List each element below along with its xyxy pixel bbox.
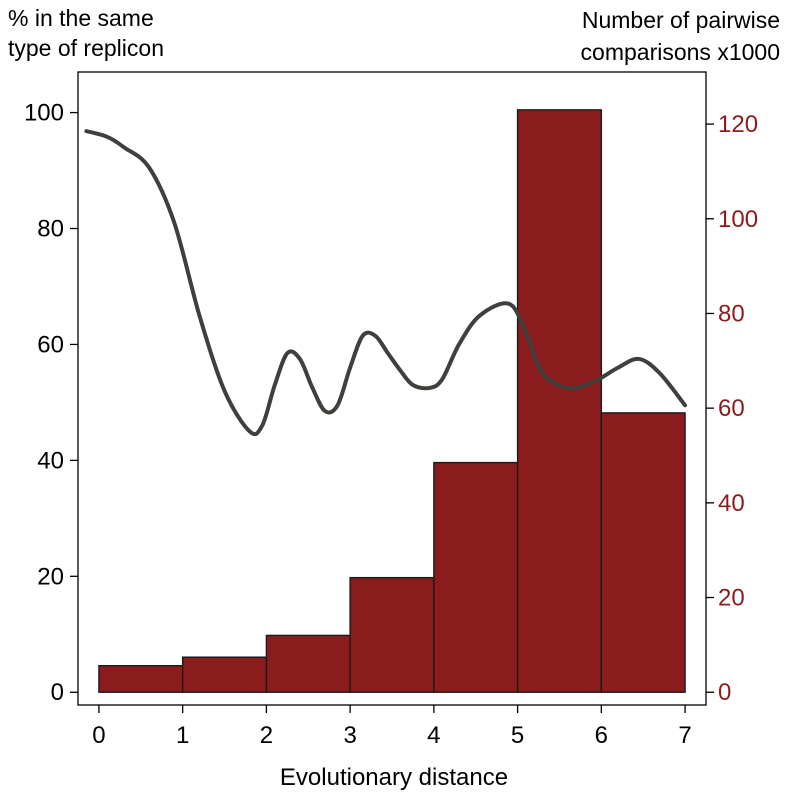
bar-0 <box>98 665 184 693</box>
y-right-tick-label-40: 40 <box>718 490 745 517</box>
bar-2 <box>265 634 351 693</box>
y-left-tick-label-100: 100 <box>24 100 64 127</box>
y-right-tick-label-120: 120 <box>718 111 758 138</box>
x-tick-label-6: 6 <box>595 722 608 749</box>
bars-layer <box>98 109 686 693</box>
axes-layer: 0 20 40 60 80 100 0 20 40 60 80 100 120 0 1 2 3 4 5 6 7 <box>24 100 758 749</box>
ylabel-right-line-2: comparisons x1000 <box>581 39 780 65</box>
x-tick-label-3: 3 <box>343 722 356 749</box>
y-left-tick-label-20: 20 <box>37 563 64 590</box>
line-layer <box>84 129 688 437</box>
x-tick-label-4: 4 <box>427 722 440 749</box>
y-right-tick-label-100: 100 <box>718 206 758 233</box>
y-right-tick-label-20: 20 <box>718 585 745 612</box>
y-right-tick-label-0: 0 <box>718 679 731 706</box>
x-tick-label-7: 7 <box>678 722 691 749</box>
x-tick-label-0: 0 <box>92 722 105 749</box>
x-tick-label-2: 2 <box>260 722 273 749</box>
y-left-tick-label-0: 0 <box>51 679 64 706</box>
x-tick-label-5: 5 <box>511 722 524 749</box>
ylabel-left-line-2: type of replicon <box>8 35 164 61</box>
line-series <box>84 129 688 437</box>
plot-frame <box>77 71 707 706</box>
bar-6 <box>600 412 686 693</box>
bar-1 <box>181 656 268 693</box>
x-tick-label-1: 1 <box>176 722 189 749</box>
plot-border <box>77 71 707 706</box>
y-right-tick-label-60: 60 <box>718 395 745 422</box>
bar-4 <box>433 461 519 693</box>
bar-3 <box>349 576 435 693</box>
y-left-tick-label-80: 80 <box>37 216 64 243</box>
x-axis-label: Evolutionary distance <box>280 764 508 791</box>
y-right-tick-label-80: 80 <box>718 300 745 327</box>
ylabel-left-line-1: % in the same <box>8 5 154 31</box>
bar-5 <box>516 109 603 693</box>
ylabel-right-line-1: Number of pairwise <box>582 7 780 33</box>
y-left-tick-label-60: 60 <box>37 331 64 358</box>
y-left-tick-label-40: 40 <box>37 447 64 474</box>
